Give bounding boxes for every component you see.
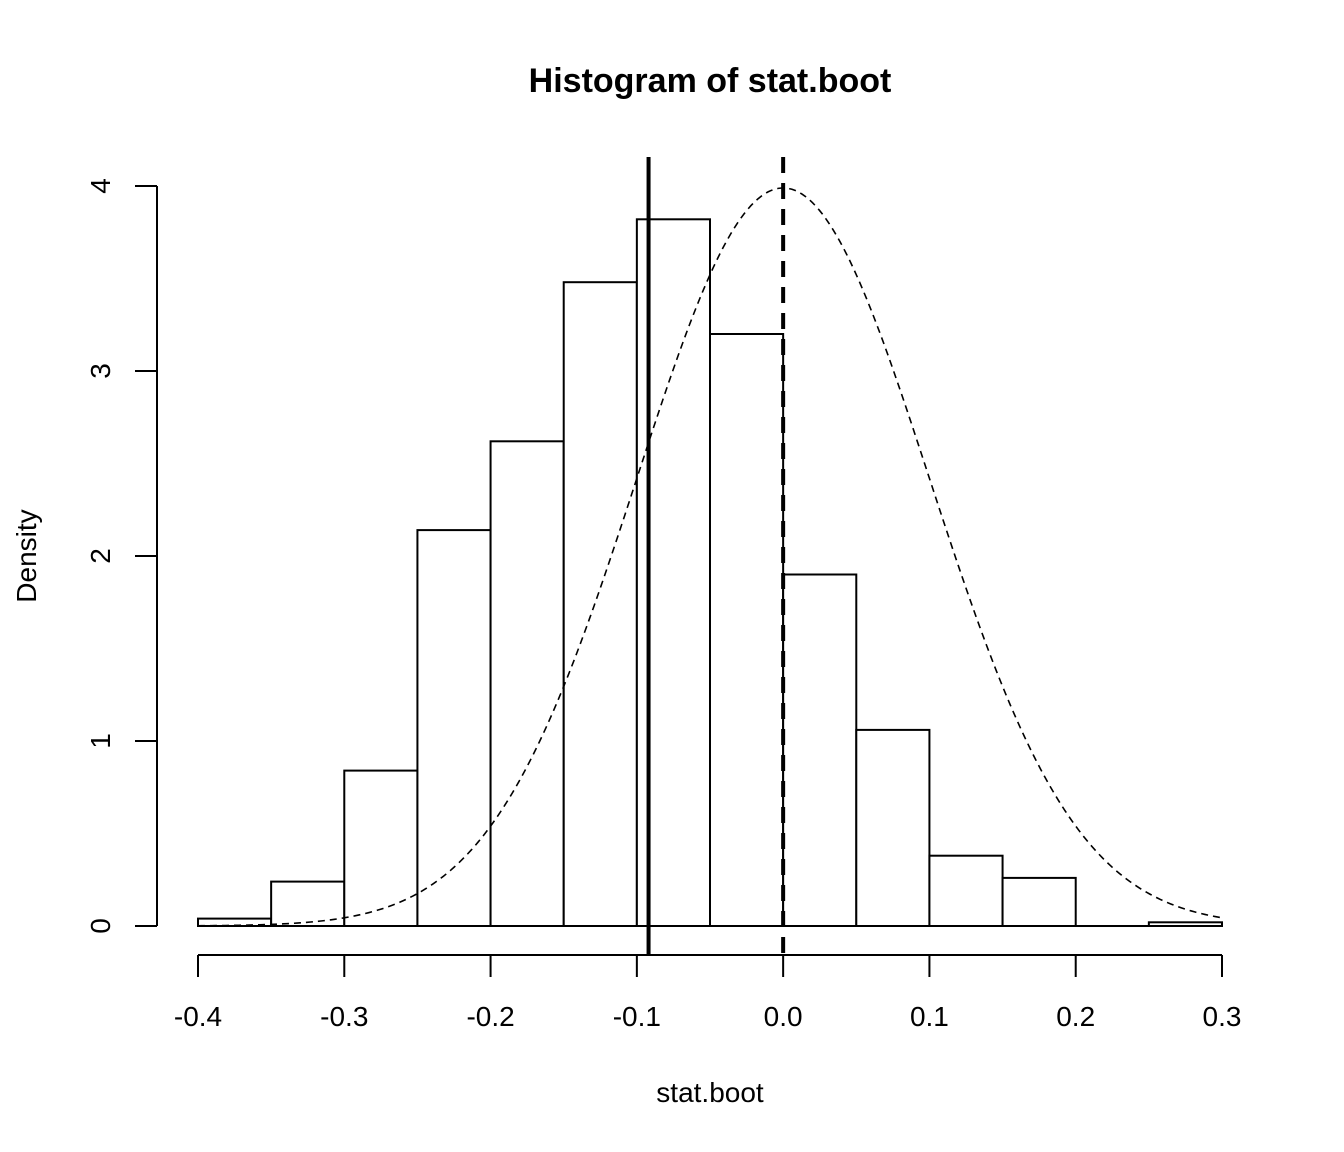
histogram-bars [197,218,1224,928]
y-tick-label: 2 [85,548,116,564]
x-tick-label: -0.1 [613,1001,661,1032]
histogram-bar [416,529,492,927]
y-axis-label: Density [11,509,42,602]
chart-title: Histogram of stat.boot [529,62,892,100]
normal-curve-group [197,187,1223,927]
histogram-bar [1147,921,1224,927]
x-tick-label: 0.3 [1203,1001,1242,1032]
x-tick-label: -0.4 [174,1001,222,1032]
y-tick-label: 1 [85,733,116,749]
y-tick-label: 0 [85,918,116,934]
histogram-bar [1001,876,1077,928]
histogram-bar [562,281,638,927]
normal-curve [197,187,1223,927]
x-axis: -0.4 -0.3 -0.2 -0.1 0.0 0.1 0.2 0.3 [174,954,1242,1032]
histogram-bar [709,333,785,927]
reference-lines [646,157,786,955]
x-tick-label: -0.3 [320,1001,368,1032]
x-tick-label: 0.2 [1056,1001,1095,1032]
histogram-bar [855,728,931,928]
x-tick-label: 0.0 [764,1001,803,1032]
x-tick-label: 0.1 [910,1001,949,1032]
y-tick-label: 4 [85,178,116,194]
histogram-bar [489,440,565,927]
histogram-bar [343,769,419,927]
histogram-bar [782,573,858,927]
x-tick-label: -0.2 [466,1001,514,1032]
x-axis-label: stat.boot [656,1077,764,1108]
y-axis: 0 1 2 3 4 [85,178,158,934]
histogram-bar [928,854,1004,928]
y-tick-label: 3 [85,363,116,379]
